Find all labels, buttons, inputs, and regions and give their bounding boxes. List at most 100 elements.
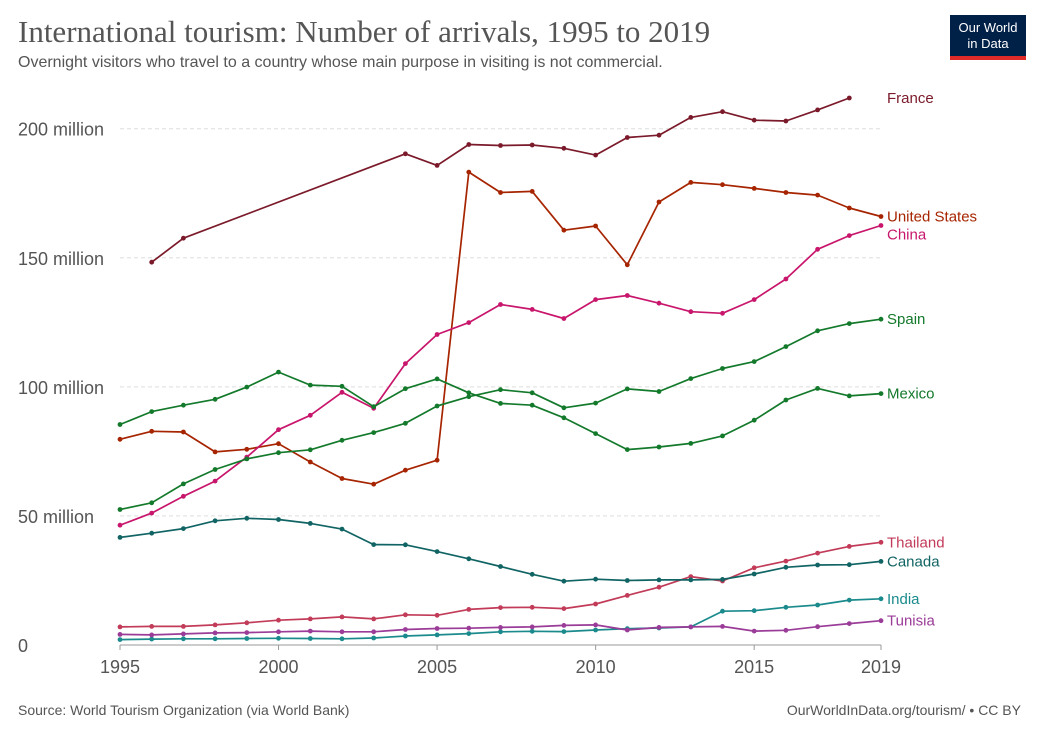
data-point-canada[interactable] [846,562,852,568]
data-point-china[interactable] [561,316,567,321]
data-point-china[interactable] [307,412,313,418]
data-point-mexico[interactable] [276,369,281,375]
data-point-tunisia[interactable] [529,624,535,630]
data-point-mexico[interactable] [434,376,440,382]
data-point-canada[interactable] [688,577,694,583]
data-point-china[interactable] [656,300,662,306]
data-point-france[interactable] [561,145,567,151]
data-point-france[interactable] [688,115,694,120]
data-point-united-states[interactable] [466,169,472,175]
data-point-canada[interactable] [307,521,313,526]
series-label-united-states[interactable]: United States [887,209,977,226]
data-point-tunisia[interactable] [815,624,820,630]
data-point-china[interactable] [181,493,186,499]
data-point-spain[interactable] [434,403,440,409]
data-point-tunisia[interactable] [434,626,440,631]
data-point-united-states[interactable] [434,457,440,463]
series-label-tunisia[interactable]: Tunisia [887,613,935,630]
data-point-canada[interactable] [561,578,567,584]
data-point-france[interactable] [466,142,472,147]
data-point-united-states[interactable] [656,199,662,205]
data-point-mexico[interactable] [593,431,598,436]
data-point-india[interactable] [593,627,598,633]
data-point-thailand[interactable] [529,604,535,610]
data-point-france[interactable] [593,152,598,158]
data-point-spain[interactable] [720,366,725,371]
series-label-india[interactable]: India [887,591,920,608]
data-point-canada[interactable] [149,530,155,536]
data-point-india[interactable] [371,635,377,641]
data-point-mexico[interactable] [371,404,377,410]
series-label-china[interactable]: China [887,227,927,244]
data-point-spain[interactable] [878,316,884,322]
data-point-united-states[interactable] [593,223,598,229]
data-point-india[interactable] [751,608,757,614]
data-point-india[interactable] [181,636,186,642]
data-point-canada[interactable] [181,526,186,531]
data-point-mexico[interactable] [498,401,503,406]
data-point-thailand[interactable] [783,558,789,564]
data-point-india[interactable] [339,636,345,642]
data-point-mexico[interactable] [529,402,535,408]
series-label-france[interactable]: France [887,90,934,107]
data-point-france[interactable] [624,135,630,140]
data-point-united-states[interactable] [720,182,725,188]
data-point-china[interactable] [117,522,123,528]
data-point-canada[interactable] [815,562,820,568]
data-point-canada[interactable] [434,549,440,554]
data-point-tunisia[interactable] [149,632,155,638]
data-point-canada[interactable] [371,542,377,547]
data-point-france[interactable] [149,259,155,265]
data-point-mexico[interactable] [466,390,472,396]
data-point-india[interactable] [783,604,789,610]
data-point-thailand[interactable] [593,601,598,607]
data-point-canada[interactable] [276,517,281,522]
data-point-spain[interactable] [149,500,155,506]
data-point-united-states[interactable] [561,227,567,233]
data-point-spain[interactable] [307,447,313,453]
data-point-thailand[interactable] [688,574,694,579]
data-point-france[interactable] [181,235,186,241]
data-point-united-states[interactable] [244,446,250,452]
data-point-thailand[interactable] [181,624,186,629]
data-point-thailand[interactable] [878,539,884,545]
data-point-united-states[interactable] [688,180,694,185]
data-point-india[interactable] [498,629,503,635]
data-point-mexico[interactable] [244,384,250,390]
data-point-canada[interactable] [783,564,789,570]
data-point-mexico[interactable] [149,409,155,414]
data-point-mexico[interactable] [561,415,567,421]
data-point-spain[interactable] [815,328,820,334]
data-point-united-states[interactable] [181,429,186,435]
data-point-thailand[interactable] [656,584,662,590]
data-point-spain[interactable] [656,389,662,394]
data-point-india[interactable] [212,636,218,642]
data-point-canada[interactable] [751,571,757,577]
data-point-spain[interactable] [529,390,535,396]
data-point-canada[interactable] [529,571,535,577]
data-point-tunisia[interactable] [498,625,503,630]
data-point-tunisia[interactable] [276,629,281,635]
data-point-united-states[interactable] [339,476,345,481]
data-point-india[interactable] [815,602,820,608]
data-point-united-states[interactable] [846,205,852,211]
data-point-united-states[interactable] [117,436,123,442]
data-point-canada[interactable] [212,518,218,524]
data-point-mexico[interactable] [720,433,725,439]
data-point-spain[interactable] [371,430,377,435]
data-point-thailand[interactable] [212,622,218,628]
data-point-india[interactable] [878,596,884,602]
data-point-united-states[interactable] [276,441,281,447]
data-point-spain[interactable] [117,507,123,512]
data-point-france[interactable] [498,143,503,148]
data-point-india[interactable] [561,629,567,634]
data-point-tunisia[interactable] [403,627,408,632]
data-point-spain[interactable] [244,456,250,462]
data-point-tunisia[interactable] [212,630,218,636]
data-point-china[interactable] [624,293,630,298]
data-point-canada[interactable] [466,556,472,562]
data-point-tunisia[interactable] [656,625,662,630]
data-point-united-states[interactable] [783,190,789,195]
data-point-united-states[interactable] [751,186,757,191]
data-point-france[interactable] [403,151,408,157]
